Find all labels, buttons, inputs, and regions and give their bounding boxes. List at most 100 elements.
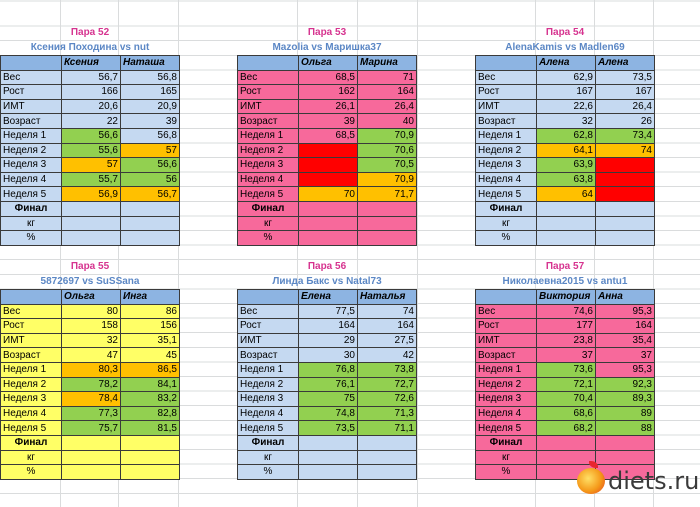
value-cell-a[interactable]: 68,5	[298, 127, 358, 144]
row-label[interactable]: Неделя 2	[237, 142, 299, 159]
value-cell-b[interactable]	[120, 464, 180, 480]
participant-a-name[interactable]: Ольга	[298, 55, 358, 71]
value-cell-a[interactable]: 177	[536, 318, 596, 334]
value-cell-b[interactable]	[595, 449, 655, 466]
value-cell-b[interactable]: 71,1	[357, 420, 417, 436]
row-label[interactable]: %	[475, 230, 537, 246]
row-label[interactable]: Финал	[0, 434, 62, 451]
value-cell-a[interactable]	[298, 200, 358, 217]
value-cell-b[interactable]: 70,9	[357, 127, 417, 144]
value-cell-a[interactable]: 32	[61, 332, 121, 349]
value-cell-a[interactable]: 68,6	[536, 405, 596, 422]
participant-a-name[interactable]: Ольга	[61, 289, 121, 305]
value-cell-a[interactable]: 78,2	[61, 376, 121, 393]
row-label[interactable]: Рост	[475, 318, 537, 334]
value-cell-a[interactable]: 68,2	[536, 420, 596, 436]
value-cell-b[interactable]: 167	[595, 84, 655, 100]
value-cell-b[interactable]: 73,8	[357, 361, 417, 378]
value-cell-a[interactable]: 166	[61, 84, 121, 100]
value-cell-a[interactable]: 158	[61, 318, 121, 334]
value-cell-b[interactable]: 72,7	[357, 376, 417, 393]
value-cell-a[interactable]	[536, 434, 596, 451]
value-cell-b[interactable]: 95,3	[595, 361, 655, 378]
value-cell-a[interactable]: 75	[298, 391, 358, 407]
value-cell-a[interactable]: 75,7	[61, 420, 121, 436]
row-label[interactable]: Неделя 4	[237, 171, 299, 188]
value-cell-a[interactable]	[536, 449, 596, 466]
row-label[interactable]: %	[0, 230, 62, 246]
value-cell-b[interactable]: 83,2	[120, 391, 180, 407]
row-label[interactable]: Рост	[0, 84, 62, 100]
value-cell-b[interactable]: 84,1	[120, 376, 180, 393]
value-cell-a[interactable]	[61, 434, 121, 451]
value-cell-a[interactable]: 62,8	[536, 127, 596, 144]
value-cell-a[interactable]: 77,5	[298, 303, 358, 320]
value-cell-a[interactable]: 32	[536, 113, 596, 129]
value-cell-a[interactable]: 56,7	[61, 69, 121, 86]
value-cell-b[interactable]: 56,6	[120, 157, 180, 173]
row-label[interactable]: Неделя 1	[237, 127, 299, 144]
value-cell-a[interactable]: 56,9	[61, 186, 121, 202]
row-label[interactable]: Неделя 3	[0, 157, 62, 173]
row-label[interactable]: Неделя 4	[0, 171, 62, 188]
value-cell-b[interactable]: 164	[357, 84, 417, 100]
row-label[interactable]: ИМТ	[237, 332, 299, 349]
row-label[interactable]: кг	[0, 215, 62, 232]
value-cell-a[interactable]	[298, 464, 358, 480]
row-label[interactable]: Вес	[0, 303, 62, 320]
value-cell-a[interactable]	[536, 230, 596, 246]
value-cell-b[interactable]: 74	[357, 303, 417, 320]
value-cell-a[interactable]	[61, 464, 121, 480]
value-cell-b[interactable]: 56,7	[120, 186, 180, 202]
value-cell-a[interactable]: 164	[298, 318, 358, 334]
row-label[interactable]: Неделя 3	[237, 157, 299, 173]
value-cell-a[interactable]	[298, 171, 358, 188]
value-cell-b[interactable]: 82,8	[120, 405, 180, 422]
value-cell-b[interactable]: 92,3	[595, 376, 655, 393]
value-cell-b[interactable]	[357, 449, 417, 466]
value-cell-a[interactable]: 37	[536, 347, 596, 363]
value-cell-b[interactable]	[595, 215, 655, 232]
value-cell-b[interactable]: 164	[595, 318, 655, 334]
header-cell[interactable]	[475, 55, 537, 71]
value-cell-a[interactable]: 70	[298, 186, 358, 202]
value-cell-a[interactable]	[298, 215, 358, 232]
participant-a-name[interactable]: Ксения	[61, 55, 121, 71]
row-label[interactable]: Рост	[237, 84, 299, 100]
value-cell-a[interactable]: 162	[298, 84, 358, 100]
value-cell-a[interactable]	[61, 200, 121, 217]
value-cell-b[interactable]	[120, 434, 180, 451]
value-cell-a[interactable]: 56,6	[61, 127, 121, 144]
value-cell-a[interactable]: 26,1	[298, 98, 358, 115]
value-cell-b[interactable]	[595, 171, 655, 188]
row-label[interactable]: ИМТ	[475, 332, 537, 349]
header-cell[interactable]	[475, 289, 537, 305]
value-cell-a[interactable]: 74,6	[536, 303, 596, 320]
value-cell-b[interactable]: 56,8	[120, 127, 180, 144]
row-label[interactable]: Неделя 4	[475, 405, 537, 422]
participant-b-name[interactable]: Наташа	[120, 55, 180, 71]
value-cell-b[interactable]: 56	[120, 171, 180, 188]
row-label[interactable]: Неделя 5	[237, 186, 299, 202]
value-cell-a[interactable]: 55,7	[61, 171, 121, 188]
row-label[interactable]: ИМТ	[0, 98, 62, 115]
row-label[interactable]: Неделя 5	[0, 420, 62, 436]
row-label[interactable]: кг	[0, 449, 62, 466]
value-cell-b[interactable]: 39	[120, 113, 180, 129]
value-cell-b[interactable]: 20,9	[120, 98, 180, 115]
row-label[interactable]: Финал	[475, 434, 537, 451]
participant-a-name[interactable]: Алена	[536, 55, 596, 71]
value-cell-b[interactable]: 56,8	[120, 69, 180, 86]
row-label[interactable]: Неделя 2	[0, 142, 62, 159]
row-label[interactable]: %	[237, 230, 299, 246]
value-cell-b[interactable]	[595, 186, 655, 202]
row-label[interactable]: Вес	[475, 303, 537, 320]
row-label[interactable]: Вес	[475, 69, 537, 86]
value-cell-b[interactable]: 156	[120, 318, 180, 334]
row-label[interactable]: Неделя 1	[0, 127, 62, 144]
row-label[interactable]: Возраст	[237, 347, 299, 363]
value-cell-a[interactable]	[61, 215, 121, 232]
participant-a-name[interactable]: Виктория	[536, 289, 596, 305]
value-cell-a[interactable]: 57	[61, 157, 121, 173]
value-cell-b[interactable]	[595, 434, 655, 451]
